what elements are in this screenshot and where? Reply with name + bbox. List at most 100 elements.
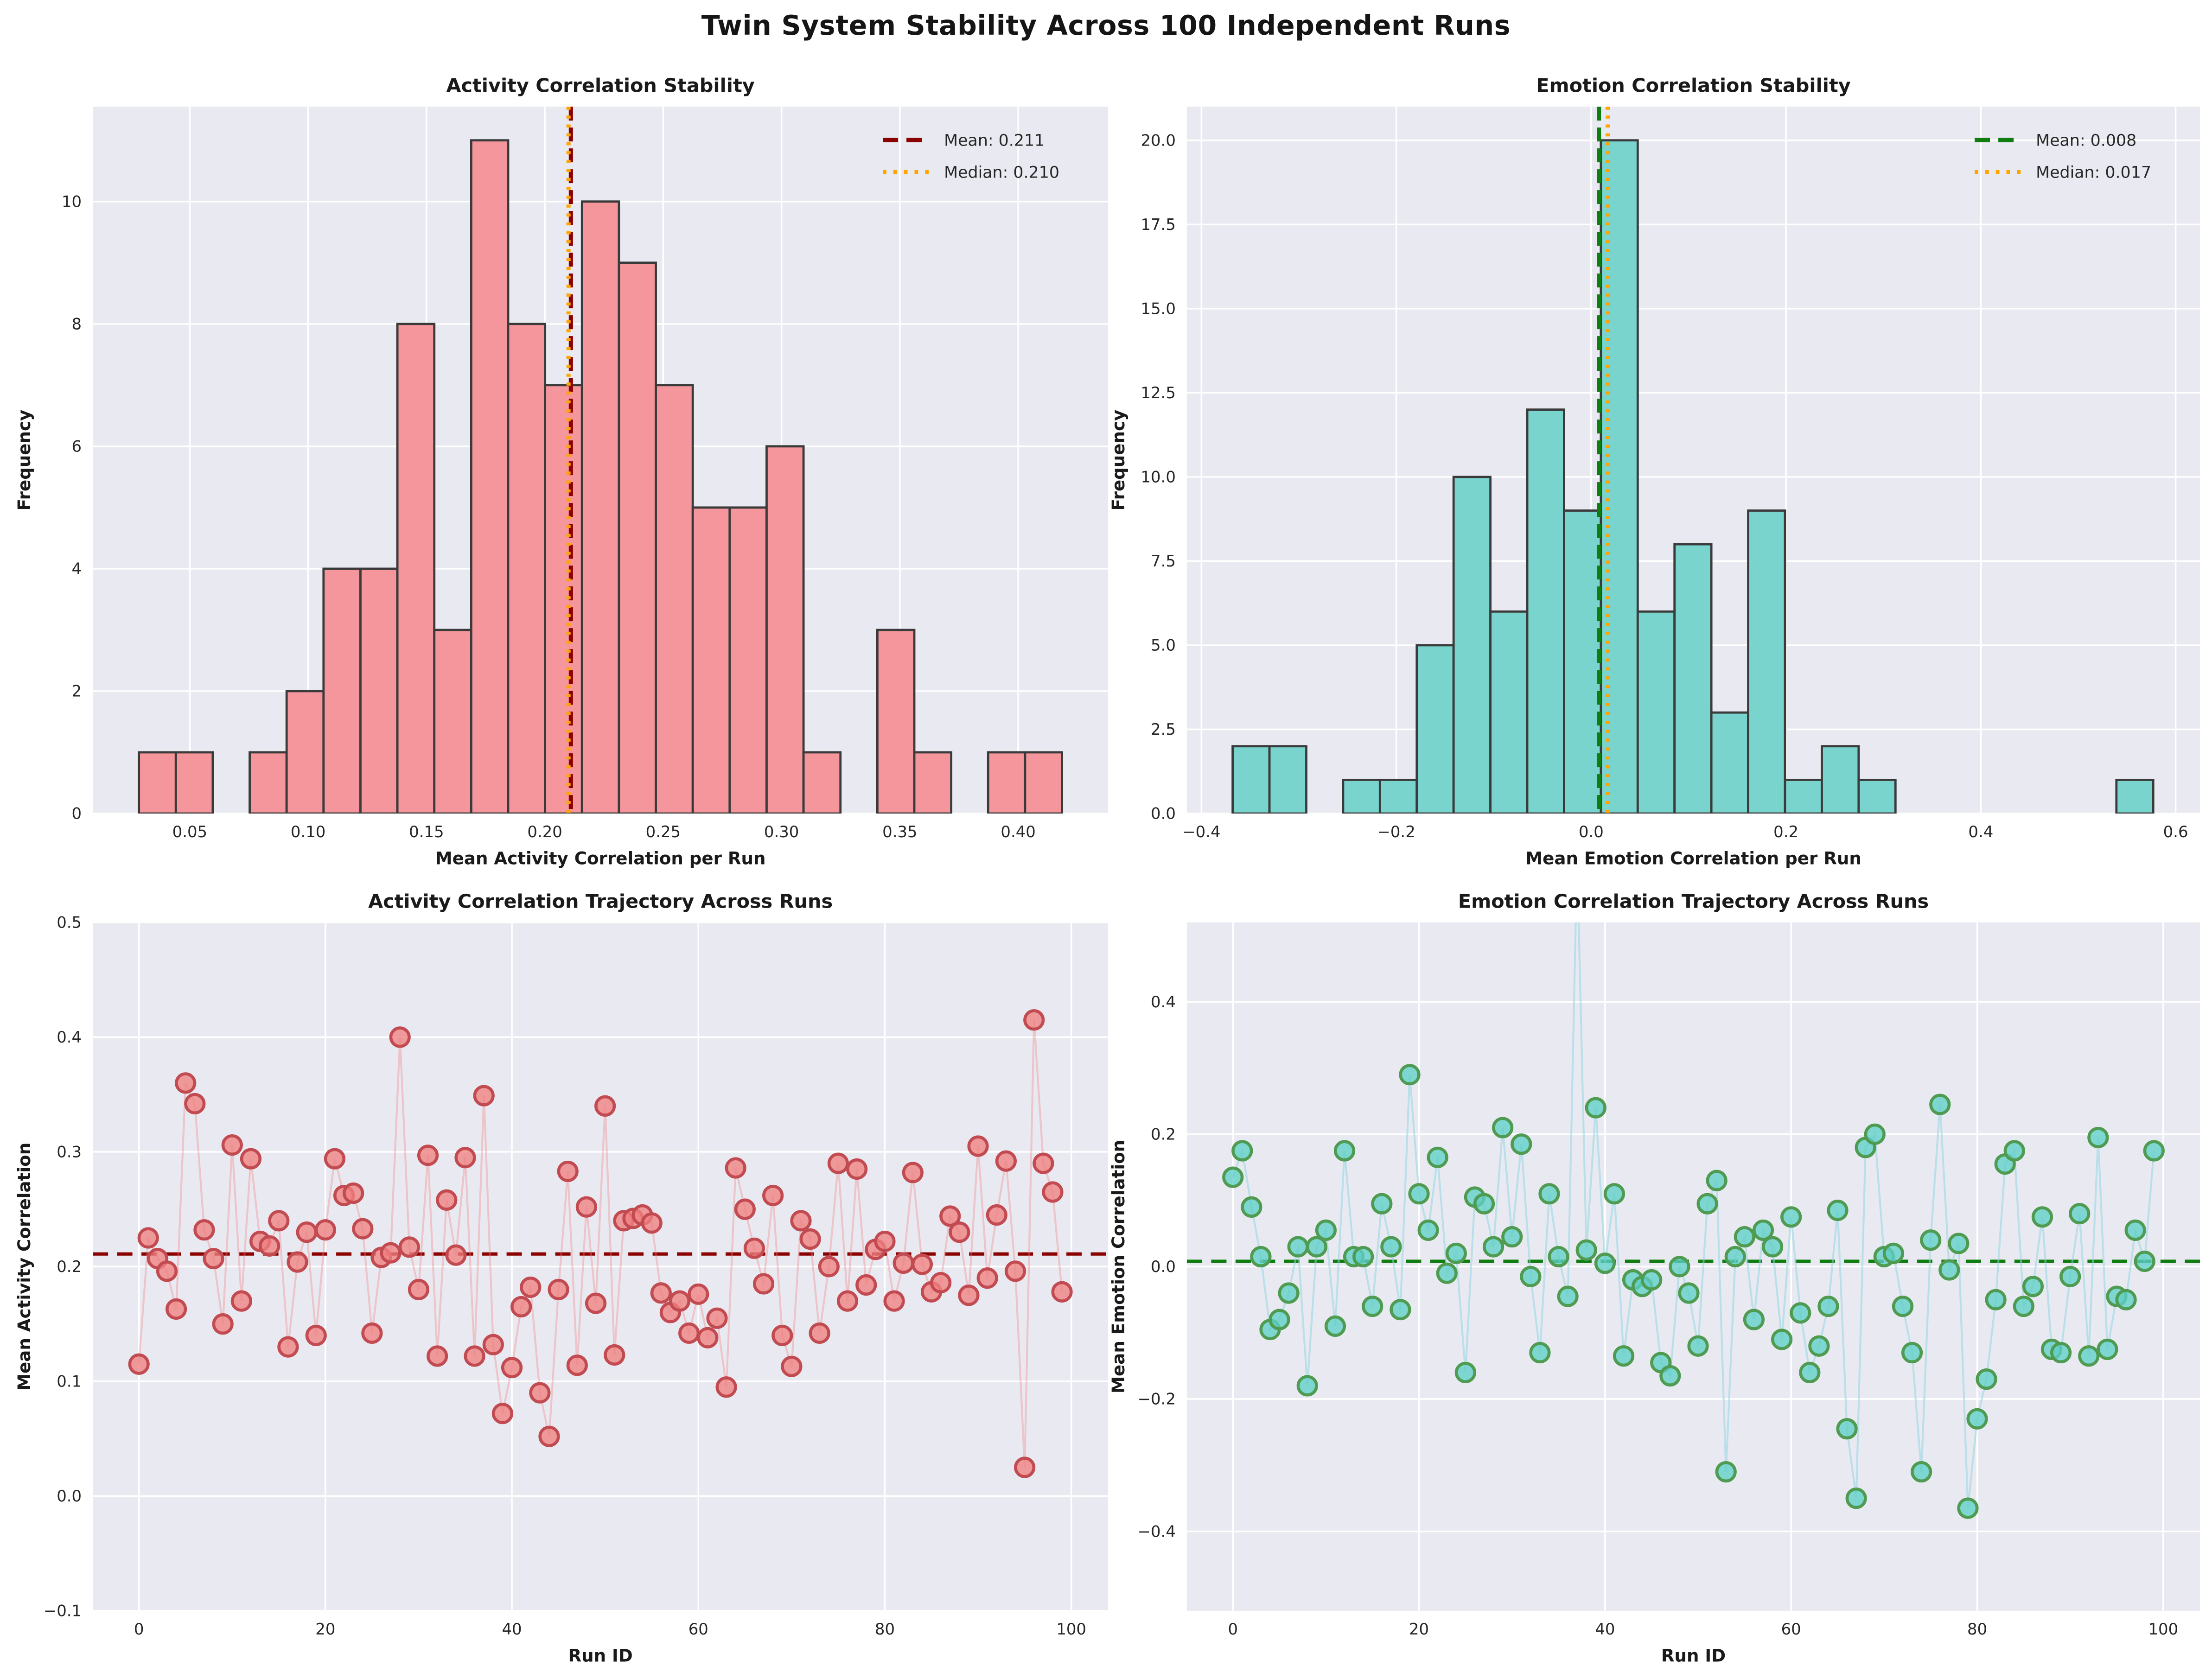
- x-tick-label: −0.4: [1182, 823, 1220, 841]
- data-point: [1966, 1408, 1988, 1430]
- y-tick-label: 10.0: [1141, 468, 1175, 486]
- data-point: [314, 1219, 336, 1241]
- data-point: [1004, 1260, 1026, 1282]
- x-tick-label: 40: [1595, 1620, 1615, 1638]
- y-tick-label: 6: [72, 438, 82, 456]
- histogram-bar: [802, 751, 842, 814]
- histogram-bar: [618, 261, 657, 814]
- data-point: [1613, 1345, 1635, 1367]
- x-tick-label: 0.05: [172, 823, 207, 841]
- data-point: [836, 1290, 859, 1312]
- histogram-bar: [285, 690, 325, 814]
- histogram-bar: [580, 200, 620, 814]
- data-point: [1780, 1206, 1802, 1228]
- x-tick-label: 0.30: [764, 823, 799, 841]
- data-point: [184, 1093, 206, 1115]
- data-point: [566, 1354, 588, 1376]
- data-point: [1827, 1199, 1849, 1221]
- data-point: [1417, 1219, 1439, 1241]
- x-tick-label: 0.2: [1773, 823, 1798, 841]
- data-point: [193, 1219, 215, 1241]
- y-tick-label: 0.0: [1151, 805, 1176, 823]
- data-point: [818, 1256, 840, 1278]
- subplot-title: Activity Correlation Trajectory Across R…: [368, 890, 833, 912]
- y-tick-label: 0.4: [57, 1028, 82, 1046]
- histogram-bar: [913, 751, 953, 814]
- y-tick-label: 0.3: [57, 1143, 82, 1161]
- data-point: [688, 1283, 709, 1305]
- y-tick-label: 0.4: [1151, 993, 1176, 1011]
- histogram-bar: [1489, 610, 1529, 814]
- x-tick-label: 20: [315, 1620, 335, 1638]
- subplot-title: Emotion Correlation Trajectory Across Ru…: [1458, 890, 1929, 912]
- data-point: [1250, 1246, 1272, 1268]
- x-tick-label: −0.2: [1377, 823, 1415, 841]
- data-point: [1482, 1236, 1504, 1258]
- trajectory: [128, 1009, 1073, 1478]
- x-tick-label: 0.0: [1579, 823, 1604, 841]
- histogram-bar: [1526, 408, 1565, 814]
- data-point: [799, 1228, 821, 1250]
- data-point: [259, 1235, 280, 1257]
- data-point: [855, 1274, 877, 1296]
- y-tick-label: 15.0: [1141, 299, 1175, 318]
- legend-label: Median: 0.017: [2036, 164, 2151, 182]
- data-point: [976, 1267, 998, 1289]
- data-point: [343, 1182, 364, 1204]
- data-point: [287, 1251, 308, 1273]
- x-axis-label: Mean Activity Correlation per Run: [435, 848, 766, 869]
- data-point: [417, 1145, 439, 1166]
- data-point: [1911, 1461, 1932, 1483]
- data-point: [473, 1085, 495, 1106]
- data-point: [1548, 1246, 1569, 1268]
- data-point: [678, 1322, 700, 1344]
- data-point: [1752, 1219, 1774, 1241]
- subplot-activity-histogram: Mean: 0.211 Median: 0.210 0.05 0.10 0.15 0.20…: [14, 75, 1109, 869]
- histogram-bar: [2115, 778, 2155, 814]
- data-point: [230, 1290, 252, 1312]
- histogram-bar: [987, 751, 1026, 814]
- data-point: [1371, 1193, 1393, 1215]
- y-tick-label: 0.2: [1151, 1126, 1176, 1144]
- data-point: [575, 1196, 598, 1218]
- data-point: [1399, 1064, 1421, 1086]
- data-point: [221, 1134, 243, 1156]
- data-point: [669, 1290, 691, 1312]
- data-point: [1734, 1226, 1755, 1248]
- histogram-bar: [322, 567, 362, 814]
- histogram-bar: [691, 506, 731, 814]
- legend-label: Median: 0.210: [944, 164, 1059, 182]
- data-point: [1051, 1281, 1073, 1303]
- histogram-bar: [876, 629, 916, 814]
- data-point: [277, 1336, 299, 1358]
- data-point: [1575, 1239, 1597, 1261]
- data-point: [1696, 1193, 1718, 1215]
- data-point: [2059, 1265, 2081, 1287]
- data-point: [809, 1322, 830, 1344]
- data-point: [1529, 1342, 1551, 1364]
- x-axis-label: Run ID: [568, 1645, 632, 1666]
- histogram-bar: [728, 506, 768, 814]
- data-point: [305, 1324, 327, 1346]
- data-point: [1976, 1368, 1997, 1390]
- data-point: [752, 1273, 775, 1295]
- data-point: [165, 1298, 187, 1320]
- data-point: [1033, 1152, 1054, 1174]
- y-tick-label: 4: [72, 560, 82, 578]
- data-point: [2013, 1295, 2034, 1317]
- data-point: [1957, 1497, 1979, 1519]
- data-point: [715, 1376, 737, 1398]
- histogram-bar: [138, 751, 177, 814]
- trajectory-line: [1232, 922, 2155, 1508]
- histogram-bar: [1563, 509, 1602, 814]
- legend: Mean: 0.008 Median: 0.017: [1975, 132, 2151, 182]
- data-point: [1557, 1285, 1579, 1307]
- histogram-bar: [765, 445, 805, 814]
- x-tick-label: 20: [1409, 1620, 1429, 1638]
- data-point: [958, 1284, 980, 1306]
- data-point: [1920, 1229, 1942, 1251]
- figure-title: Twin System Stability Across 100 Indepen…: [701, 10, 1511, 42]
- data-point: [1938, 1259, 1960, 1281]
- histogram-bar: [1821, 745, 1860, 814]
- data-point: [1929, 1094, 1951, 1115]
